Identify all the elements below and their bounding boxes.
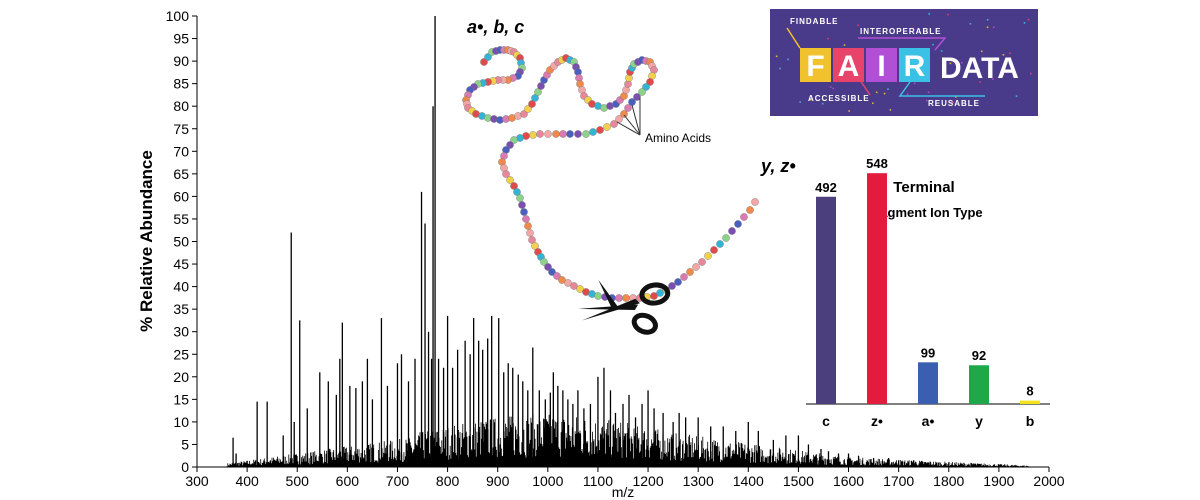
y-tick-label: 50 — [173, 234, 189, 250]
x-tick-label: 1800 — [933, 473, 964, 489]
fair-data-word: DATA — [940, 52, 1019, 85]
x-tick-label: 1900 — [983, 473, 1014, 489]
ion-category-label: c — [822, 413, 830, 429]
ion-bar-value-label: 548 — [866, 156, 888, 171]
chart-title: Terminal — [893, 179, 954, 196]
y-tick-label: 0 — [181, 459, 189, 475]
scissors-icon — [578, 279, 671, 335]
x-tick-label: 1500 — [783, 473, 814, 489]
amino-acid-pointer-lines — [616, 98, 641, 136]
fair-data-banner: FINDABLE INTEROPERABLE ACCESSIBLE REUSAB… — [770, 9, 1038, 116]
spectrum-noise — [226, 413, 1029, 467]
fair-letter-block — [899, 48, 930, 82]
ion-bar — [1020, 400, 1040, 404]
fair-findable-label: FINDABLE — [790, 17, 838, 26]
ion-bar — [867, 173, 887, 404]
y-tick-label: 15 — [173, 391, 189, 407]
x-tick-label: 1200 — [632, 473, 663, 489]
fragment-ion-chart: Terminal Fragment Ion Type 492 c 548 z• 99 a•… — [806, 156, 1050, 429]
x-tick-label: 500 — [286, 473, 310, 489]
y-tick-label: 60 — [173, 188, 189, 204]
y-tick-label: 75 — [173, 121, 189, 137]
fair-letter: F — [806, 50, 824, 83]
y-tick-label: 85 — [173, 76, 189, 92]
x-tick-label: 2000 — [1033, 473, 1064, 489]
ion-bar-value-label: 99 — [921, 345, 935, 360]
x-tick-label: 400 — [235, 473, 259, 489]
fair-letter: I — [877, 50, 885, 83]
y-tick-label: 65 — [173, 166, 189, 182]
ion-bar-value-label: 492 — [815, 180, 837, 195]
ion-category-label: b — [1026, 413, 1035, 429]
y-tick-label: 80 — [173, 98, 189, 114]
ion-bar — [969, 365, 989, 404]
fair-letter-block — [800, 48, 831, 82]
ion-category-label: a• — [922, 413, 935, 429]
x-tick-label: 1700 — [883, 473, 914, 489]
x-axis-label: m/z — [612, 484, 635, 500]
x-tick-label: 900 — [486, 473, 510, 489]
y-tick-group: 0 5 10 15 20 25 30 35 40 45 50 55 60 65 70 75 80 85 90 95 10… — [166, 8, 197, 475]
y-tick-label: 5 — [181, 436, 189, 452]
x-tick-group: 300 400 500 600 700 800 900 1000 1100 1200 1300 140… — [185, 467, 1065, 489]
x-tick-label: 700 — [386, 473, 410, 489]
n-terminal-ion-label: a•, b, c — [467, 17, 524, 37]
y-tick-label: 25 — [173, 346, 189, 362]
ion-category-label: z• — [871, 413, 883, 429]
ion-bar-group: 492 c 548 z• 99 a• 92 y 8 b — [815, 156, 1040, 429]
y-tick-label: 10 — [173, 414, 189, 430]
ion-bar — [816, 196, 836, 404]
x-tick-label: 1300 — [683, 473, 714, 489]
x-tick-label: 300 — [185, 473, 209, 489]
x-tick-label: 800 — [436, 473, 460, 489]
spectrum-peaks — [232, 16, 1000, 467]
y-tick-label: 95 — [173, 31, 189, 47]
ion-category-label: y — [975, 413, 983, 429]
x-tick-label: 1600 — [833, 473, 864, 489]
x-tick-label: 1000 — [532, 473, 563, 489]
y-tick-label: 30 — [173, 324, 189, 340]
fair-accessible-label: ACCESSIBLE — [808, 94, 870, 103]
peptide-chain-illustration — [462, 46, 759, 302]
y-tick-label: 45 — [173, 256, 189, 272]
fair-reusable-label: REUSABLE — [928, 99, 980, 108]
y-tick-label: 55 — [173, 211, 189, 227]
y-tick-label: 20 — [173, 369, 189, 385]
x-tick-label: 600 — [336, 473, 360, 489]
y-tick-label: 70 — [173, 143, 189, 159]
fair-letter-block — [866, 48, 897, 82]
ion-bar-value-label: 92 — [972, 348, 986, 363]
chart-subtitle: Fragment Ion Type — [867, 205, 982, 220]
fair-interoperable-label: INTEROPERABLE — [860, 27, 941, 36]
fair-letter: R — [904, 50, 926, 83]
y-tick-label: 35 — [173, 301, 189, 317]
x-tick-label: 1100 — [583, 473, 613, 489]
x-tick-label: 1400 — [733, 473, 764, 489]
fair-letter-block — [833, 48, 864, 82]
y-tick-label: 40 — [173, 279, 189, 295]
ion-bar-value-label: 8 — [1026, 384, 1033, 399]
c-terminal-ion-label: y, z• — [760, 156, 796, 176]
ion-bar — [918, 362, 938, 404]
y-tick-label: 100 — [166, 8, 190, 24]
y-axis-label: % Relative Abundance — [137, 150, 156, 332]
fair-letter: A — [838, 50, 860, 83]
y-tick-label: 90 — [173, 53, 189, 69]
amino-acids-label: Amino Acids — [645, 131, 711, 145]
